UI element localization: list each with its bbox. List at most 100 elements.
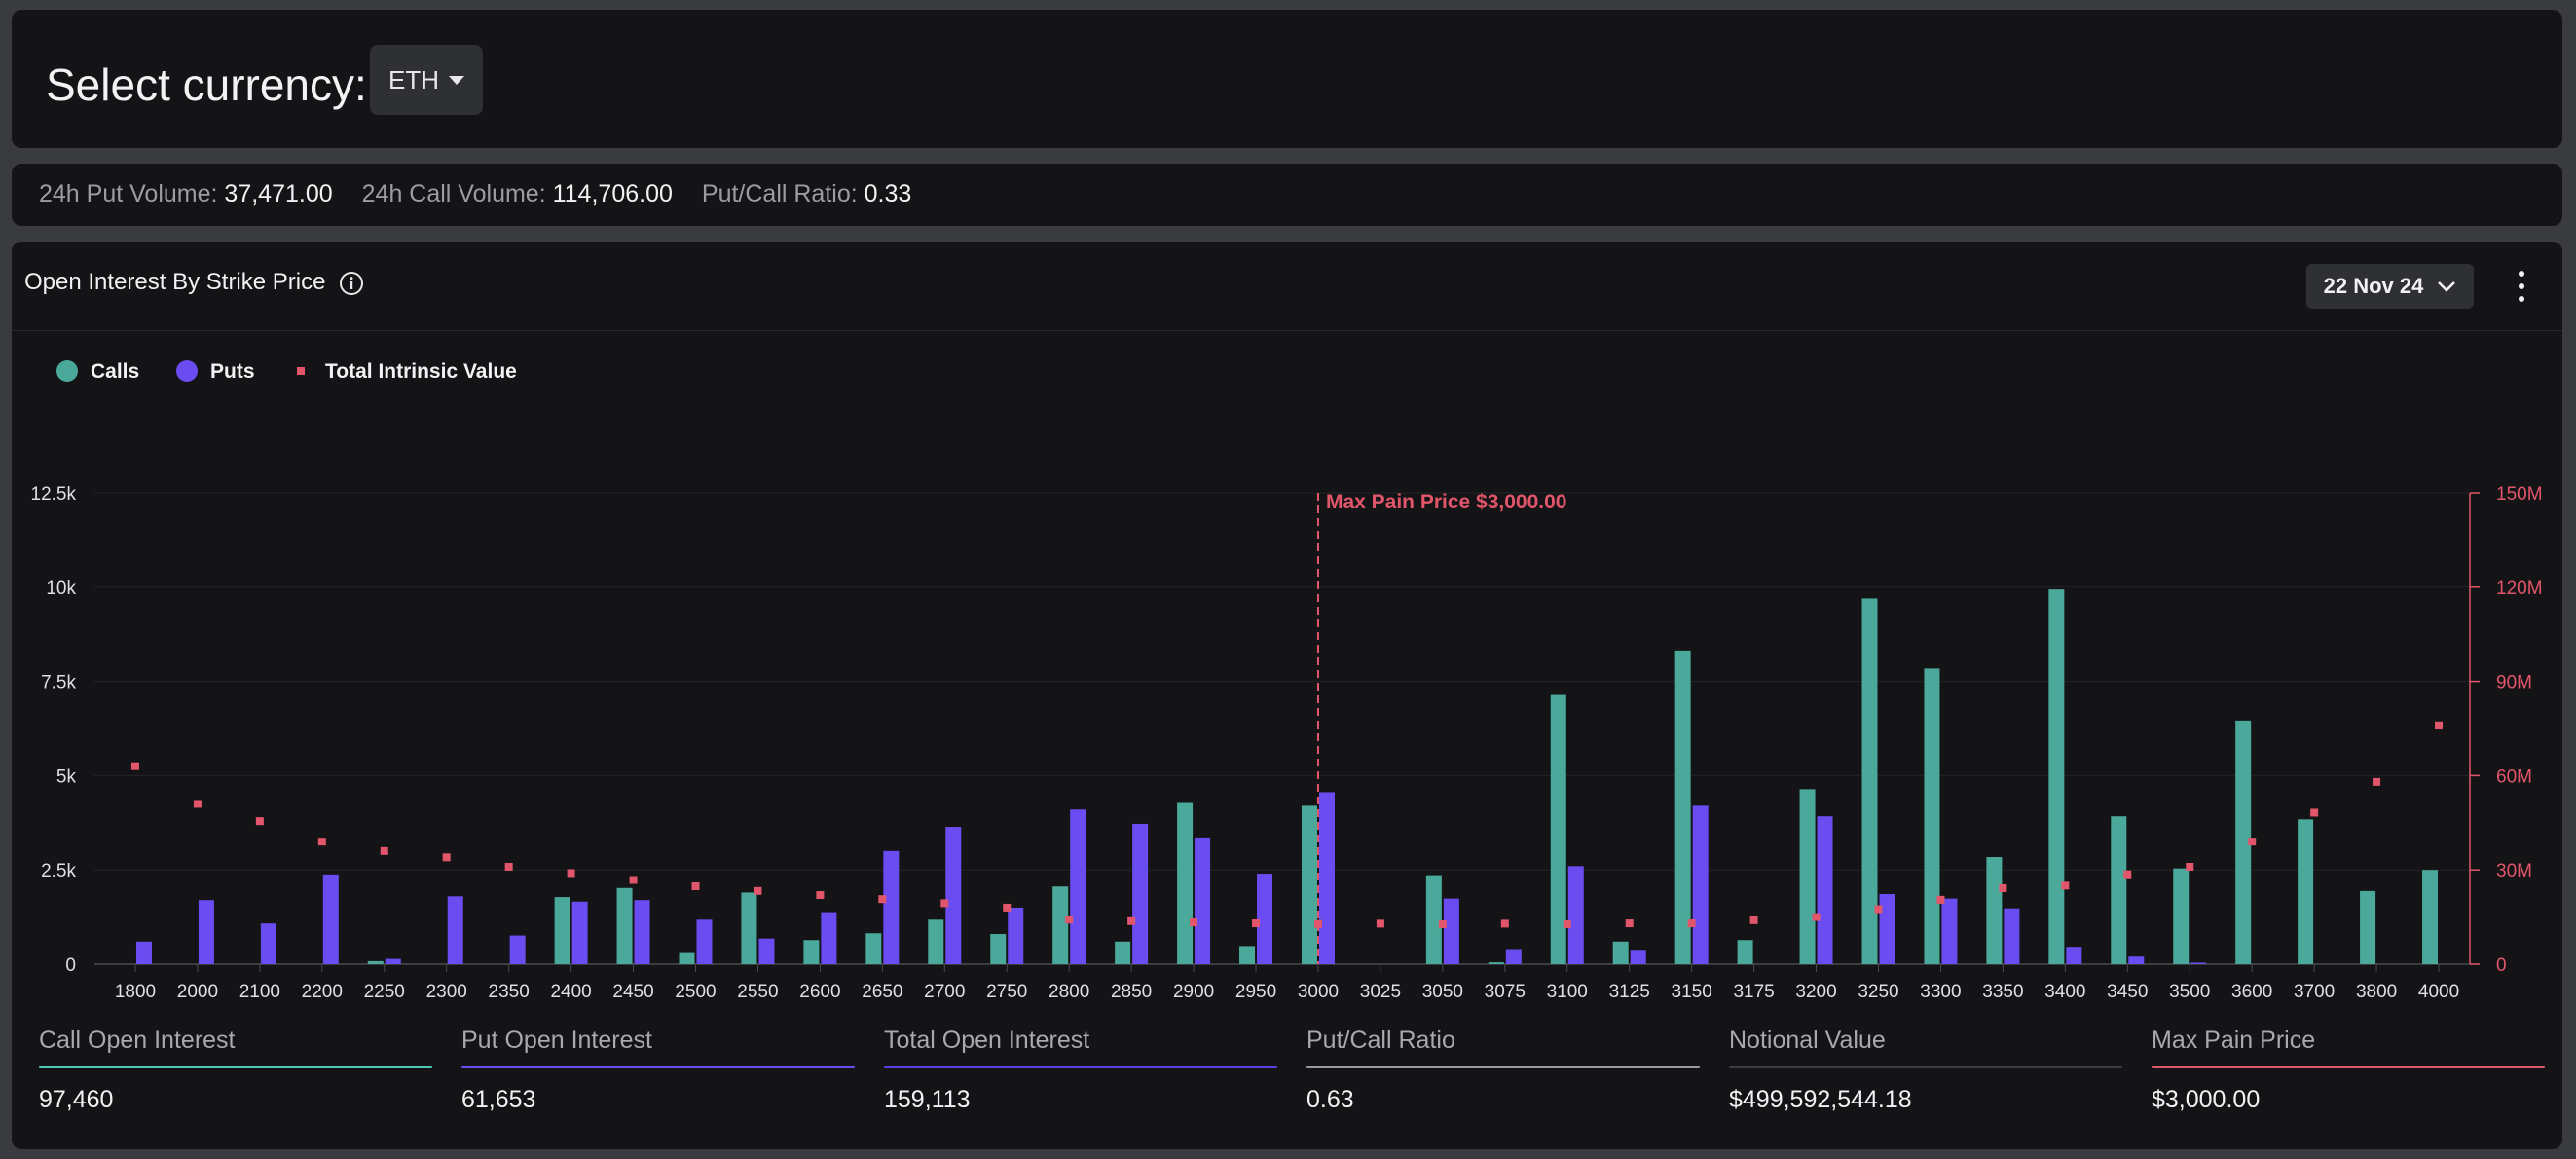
intrinsic-value-point[interactable] xyxy=(1812,913,1821,921)
intrinsic-value-point[interactable] xyxy=(2123,870,2132,879)
intrinsic-value-point[interactable] xyxy=(1252,919,1261,928)
intrinsic-value-point[interactable] xyxy=(2186,862,2194,871)
intrinsic-value-point[interactable] xyxy=(754,886,762,895)
put-bar[interactable] xyxy=(1257,874,1273,964)
intrinsic-value-point[interactable] xyxy=(567,869,575,878)
put-bar[interactable] xyxy=(1692,805,1709,964)
currency-dropdown[interactable]: ETH xyxy=(370,45,483,115)
intrinsic-value-point[interactable] xyxy=(255,817,264,826)
intrinsic-value-point[interactable] xyxy=(193,800,202,808)
put-bar[interactable] xyxy=(2190,962,2207,964)
put-bar[interactable] xyxy=(571,901,588,964)
call-bar[interactable] xyxy=(803,940,820,964)
intrinsic-value-point[interactable] xyxy=(2373,777,2381,786)
call-bar[interactable] xyxy=(741,892,757,964)
intrinsic-value-point[interactable] xyxy=(1687,919,1696,928)
intrinsic-value-point[interactable] xyxy=(380,846,388,855)
intrinsic-value-point[interactable] xyxy=(1874,905,1883,914)
more-options-icon[interactable] xyxy=(2512,269,2531,304)
intrinsic-value-point[interactable] xyxy=(2435,721,2444,729)
intrinsic-value-point[interactable] xyxy=(1003,903,1012,912)
call-bar[interactable] xyxy=(1052,886,1069,964)
intrinsic-value-point[interactable] xyxy=(1500,919,1509,928)
call-bar[interactable] xyxy=(1924,668,1940,964)
put-bar[interactable] xyxy=(758,938,775,964)
put-bar[interactable] xyxy=(509,935,526,964)
call-bar[interactable] xyxy=(2422,870,2439,964)
put-bar[interactable] xyxy=(696,919,713,964)
legend-calls[interactable]: Calls xyxy=(56,360,139,383)
call-bar[interactable] xyxy=(2360,890,2376,964)
put-bar[interactable] xyxy=(135,941,152,964)
put-bar[interactable] xyxy=(322,874,339,964)
call-bar[interactable] xyxy=(554,897,570,964)
put-bar[interactable] xyxy=(945,827,962,964)
intrinsic-value-point[interactable] xyxy=(2248,838,2257,846)
call-bar[interactable] xyxy=(1301,805,1317,964)
put-bar[interactable] xyxy=(1195,837,1211,964)
call-bar[interactable] xyxy=(2111,816,2127,964)
call-bar[interactable] xyxy=(367,960,384,964)
call-bar[interactable] xyxy=(1425,875,1442,964)
intrinsic-value-point[interactable] xyxy=(1376,919,1384,928)
put-bar[interactable] xyxy=(1318,792,1335,964)
call-bar[interactable] xyxy=(2235,720,2252,964)
call-bar[interactable] xyxy=(1674,650,1691,964)
intrinsic-value-point[interactable] xyxy=(1190,918,1198,927)
intrinsic-value-point[interactable] xyxy=(1438,920,1447,929)
intrinsic-value-point[interactable] xyxy=(504,862,513,871)
put-bar[interactable] xyxy=(2066,947,2082,964)
put-bar[interactable] xyxy=(1070,809,1086,964)
intrinsic-value-point[interactable] xyxy=(1563,920,1571,929)
intrinsic-value-point[interactable] xyxy=(2061,881,2070,890)
put-bar[interactable] xyxy=(1008,907,1024,964)
intrinsic-value-point[interactable] xyxy=(940,899,949,908)
put-bar[interactable] xyxy=(2004,908,2020,964)
put-bar[interactable] xyxy=(1630,950,1646,964)
intrinsic-value-point[interactable] xyxy=(130,762,139,770)
intrinsic-value-point[interactable] xyxy=(691,881,700,890)
info-icon[interactable] xyxy=(339,271,364,296)
expiry-date-dropdown[interactable]: 22 Nov 24 xyxy=(2306,264,2474,309)
put-bar[interactable] xyxy=(1879,893,1895,964)
call-bar[interactable] xyxy=(1861,598,1878,964)
intrinsic-value-point[interactable] xyxy=(629,876,638,884)
intrinsic-value-point[interactable] xyxy=(1127,916,1136,925)
intrinsic-value-point[interactable] xyxy=(1999,883,2007,892)
call-bar[interactable] xyxy=(2048,589,2065,964)
put-bar[interactable] xyxy=(1505,949,1522,964)
call-bar[interactable] xyxy=(2298,819,2314,964)
put-bar[interactable] xyxy=(1443,898,1459,964)
call-bar[interactable] xyxy=(990,934,1007,964)
call-bar[interactable] xyxy=(1115,941,1131,964)
call-bar[interactable] xyxy=(865,933,882,964)
put-bar[interactable] xyxy=(260,923,276,964)
intrinsic-value-point[interactable] xyxy=(317,838,326,846)
put-bar[interactable] xyxy=(1567,866,1584,964)
put-bar[interactable] xyxy=(634,900,650,964)
intrinsic-value-point[interactable] xyxy=(2310,808,2319,817)
call-bar[interactable] xyxy=(2173,868,2190,964)
call-bar[interactable] xyxy=(928,919,944,964)
intrinsic-value-point[interactable] xyxy=(442,853,451,862)
put-bar[interactable] xyxy=(447,896,463,964)
call-bar[interactable] xyxy=(1986,857,2003,964)
call-bar[interactable] xyxy=(1737,940,1753,964)
call-bar[interactable] xyxy=(1799,789,1816,964)
put-bar[interactable] xyxy=(1132,823,1149,964)
put-bar[interactable] xyxy=(821,912,837,964)
call-bar[interactable] xyxy=(679,952,695,964)
call-bar[interactable] xyxy=(1177,802,1194,964)
intrinsic-value-point[interactable] xyxy=(878,895,887,904)
call-bar[interactable] xyxy=(1550,694,1566,964)
call-bar[interactable] xyxy=(1239,946,1256,964)
call-bar[interactable] xyxy=(1488,962,1504,964)
intrinsic-value-point[interactable] xyxy=(1749,916,1758,924)
intrinsic-value-point[interactable] xyxy=(816,891,825,900)
intrinsic-value-point[interactable] xyxy=(1936,895,1945,904)
call-bar[interactable] xyxy=(1612,941,1629,964)
intrinsic-value-point[interactable] xyxy=(1313,919,1322,928)
put-bar[interactable] xyxy=(2128,956,2145,964)
put-bar[interactable] xyxy=(385,958,401,964)
intrinsic-value-point[interactable] xyxy=(1065,916,1074,924)
